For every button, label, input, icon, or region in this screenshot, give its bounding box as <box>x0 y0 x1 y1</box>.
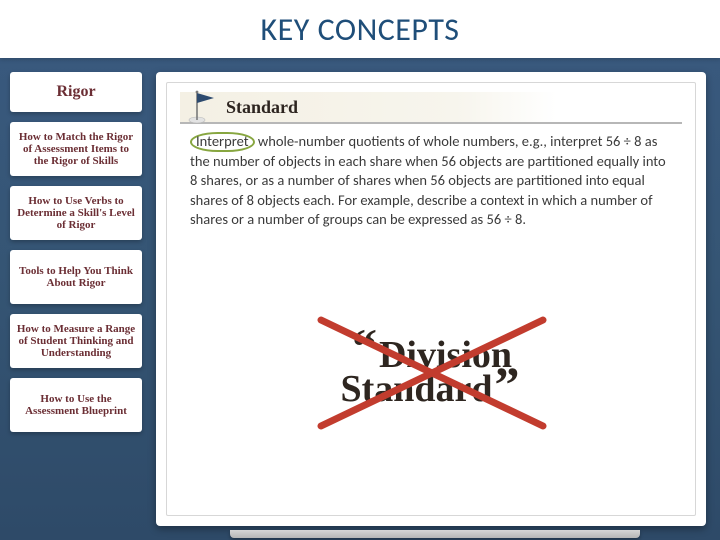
flag-icon <box>188 90 216 124</box>
content-row: Rigor How to Match the Rigor of Assessme… <box>0 58 720 540</box>
division-line2: Standard <box>340 371 492 407</box>
whiteboard: Standard Interpret whole-number quotient… <box>156 72 706 526</box>
sidebar: Rigor How to Match the Rigor of Assessme… <box>0 58 150 540</box>
standard-label: Standard <box>226 97 298 118</box>
sidebar-item-match-rigor[interactable]: How to Match the Rigor of Assessment Ite… <box>10 122 142 176</box>
standard-body: Interpret whole-number quotients of whol… <box>190 132 676 230</box>
open-quote-icon: “ <box>350 331 379 361</box>
main-panel: Standard Interpret whole-number quotient… <box>150 58 720 540</box>
sidebar-item-measure-range[interactable]: How to Measure a Range of Student Thinki… <box>10 314 142 368</box>
whiteboard-tray <box>230 530 640 538</box>
sidebar-item-label: Tools to Help You Think About Rigor <box>16 265 136 289</box>
circled-verb: Interpret <box>190 132 255 152</box>
standard-heading-strip: Standard <box>180 92 682 124</box>
page-title: KEY CONCEPTS <box>261 10 460 49</box>
standard-body-rest: whole-number quotients of whole numbers,… <box>190 132 666 228</box>
sidebar-item-verbs[interactable]: How to Use Verbs to Determine a Skill's … <box>10 186 142 240</box>
sidebar-item-label: Rigor <box>56 83 95 101</box>
close-quote-icon: ” <box>493 369 522 399</box>
sidebar-item-tools[interactable]: Tools to Help You Think About Rigor <box>10 250 142 304</box>
sidebar-item-label: How to Match the Rigor of Assessment Ite… <box>16 131 136 167</box>
header: KEY CONCEPTS <box>0 0 720 58</box>
sidebar-item-label: How to Use Verbs to Determine a Skill's … <box>16 195 136 231</box>
slide-root: KEY CONCEPTS Rigor How to Match the Rigo… <box>0 0 720 540</box>
sidebar-item-rigor[interactable]: Rigor <box>10 72 142 112</box>
sidebar-item-label: How to Measure a Range of Student Thinki… <box>16 323 136 359</box>
division-text-stack: “ Division Standard ” <box>340 337 521 407</box>
division-standard-graphic: “ Division Standard ” <box>301 302 561 442</box>
sidebar-item-label: How to Use the Assessment Blueprint <box>16 393 136 417</box>
sidebar-item-blueprint[interactable]: How to Use the Assessment Blueprint <box>10 378 142 432</box>
division-line2-wrap: Standard ” <box>340 371 521 407</box>
